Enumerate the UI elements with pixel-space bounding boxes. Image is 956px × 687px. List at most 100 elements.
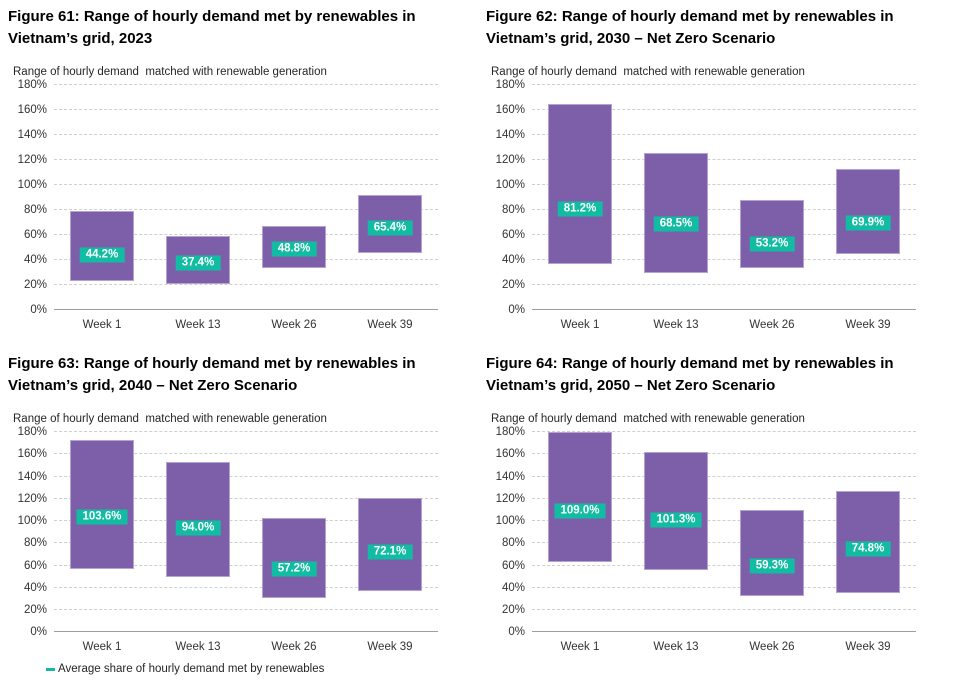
y-tick-label: 60% <box>501 559 525 572</box>
range-bar <box>548 103 612 264</box>
grid-line <box>532 586 916 588</box>
range-bar <box>740 509 804 596</box>
grid-line <box>54 284 438 286</box>
y-tick-label: 160% <box>495 448 525 461</box>
chart-subtitle: Range of hourly demand matched with rene… <box>13 66 327 79</box>
x-tick-label: Week 26 <box>749 641 795 654</box>
average-marker-label: 103.6% <box>76 509 128 525</box>
grid-line <box>532 453 916 455</box>
chart-title: Figure 61: Range of hourly demand met by… <box>8 8 416 48</box>
y-tick-label: 0% <box>508 304 525 317</box>
average-marker-label: 48.8% <box>271 241 317 257</box>
y-tick-label: 80% <box>501 537 525 550</box>
grid-line <box>54 84 438 86</box>
x-tick-label: Week 26 <box>749 319 795 332</box>
y-tick-label: 140% <box>17 129 47 142</box>
range-bar-chart: 0% 20% 40% 60% 80% 100% 120% 140% 160% 180% 44.2% 3… <box>18 79 438 337</box>
average-marker-label: 72.1% <box>367 544 413 560</box>
grid-line <box>532 234 916 236</box>
y-tick-label: 20% <box>23 279 47 292</box>
average-marker-label: 74.8% <box>845 541 891 557</box>
y-tick-label: 120% <box>17 492 47 505</box>
y-tick-label: 20% <box>501 279 525 292</box>
y-tick-label: 160% <box>495 104 525 117</box>
chart-subtitle: Range of hourly demand matched with rene… <box>491 66 805 79</box>
y-tick-label: 120% <box>17 154 47 167</box>
figure-64-panel: Figure 64: Range of hourly demand met by… <box>478 347 956 675</box>
x-axis-line <box>54 631 438 633</box>
grid-line <box>54 259 438 261</box>
y-tick-label: 80% <box>23 204 47 217</box>
average-marker-label: 53.2% <box>749 236 795 252</box>
grid-line <box>532 542 916 544</box>
grid-line <box>54 109 438 111</box>
range-bar <box>70 211 134 282</box>
average-marker-label: 37.4% <box>175 255 221 271</box>
y-tick-label: 60% <box>501 229 525 242</box>
y-tick-label: 40% <box>501 254 525 267</box>
grid-line <box>54 497 438 499</box>
y-tick-label: 180% <box>495 79 525 92</box>
y-tick-label: 100% <box>17 515 47 528</box>
grid-line <box>532 520 916 522</box>
x-tick-label: Week 39 <box>845 641 891 654</box>
y-tick-label: 180% <box>495 426 525 439</box>
range-bar <box>644 152 708 273</box>
range-bar <box>548 432 612 563</box>
y-tick-label: 180% <box>17 79 47 92</box>
grid-line <box>532 184 916 186</box>
y-tick-label: 140% <box>17 470 47 483</box>
y-tick-label: 0% <box>30 626 47 639</box>
x-tick-label: Week 39 <box>367 641 413 654</box>
x-tick-label: Week 13 <box>175 641 221 654</box>
average-marker-label: 44.2% <box>79 247 125 263</box>
average-marker-label: 109.0% <box>554 503 606 519</box>
average-marker-label: 68.5% <box>653 216 699 232</box>
chart-title: Figure 64: Range of hourly demand met by… <box>486 355 894 395</box>
average-marker-label: 94.0% <box>175 520 221 536</box>
range-bar-chart: 0% 20% 40% 60% 80% 100% 120% 140% 160% 180% 109.0%… <box>496 426 916 659</box>
grid-line <box>54 542 438 544</box>
y-tick-label: 160% <box>17 448 47 461</box>
x-axis-labels: Week 1 Week 13 Week 26 Week 39 <box>54 639 438 659</box>
average-legend-dash-icon <box>46 667 55 671</box>
x-tick-label: Week 13 <box>175 319 221 332</box>
chart-subtitle: Range of hourly demand matched with rene… <box>13 413 327 426</box>
y-tick-label: 120% <box>495 154 525 167</box>
legend-label: Average share of hourly demand met by re… <box>58 663 325 676</box>
grid-line <box>532 259 916 261</box>
grid-line <box>532 284 916 286</box>
chart-title: Figure 63: Range of hourly demand met by… <box>8 355 416 395</box>
plot-area: 0% 20% 40% 60% 80% 100% 120% 140% 160% 180% 81.2% 6… <box>496 79 916 316</box>
grid-line <box>532 109 916 111</box>
range-bar <box>740 200 804 268</box>
average-marker-label: 69.9% <box>845 215 891 231</box>
y-tick-label: 60% <box>23 229 47 242</box>
y-tick-label: 160% <box>17 104 47 117</box>
x-tick-label: Week 1 <box>82 641 122 654</box>
y-tick-label: 0% <box>508 626 525 639</box>
y-tick-label: 60% <box>23 559 47 572</box>
plot-area: 0% 20% 40% 60% 80% 100% 120% 140% 160% 180% 44.2% 3… <box>18 79 438 316</box>
chart-title: Figure 62: Range of hourly demand met by… <box>486 8 894 48</box>
plot-area: 0% 20% 40% 60% 80% 100% 120% 140% 160% 180% 103.6%… <box>18 426 438 638</box>
y-tick-label: 40% <box>501 581 525 594</box>
x-tick-label: Week 13 <box>653 641 699 654</box>
grid-line <box>532 134 916 136</box>
grid-line <box>54 475 438 477</box>
grid-line <box>54 520 438 522</box>
x-axis-line <box>532 309 916 311</box>
figure-62-panel: Figure 62: Range of hourly demand met by… <box>478 0 956 337</box>
y-tick-label: 180% <box>17 426 47 439</box>
x-tick-label: Week 39 <box>845 319 891 332</box>
average-marker-label: 57.2% <box>271 561 317 577</box>
grid-line <box>532 431 916 433</box>
x-axis-line <box>532 631 916 633</box>
grid-line <box>532 209 916 211</box>
range-bar <box>836 168 900 254</box>
grid-line <box>54 586 438 588</box>
y-tick-label: 100% <box>495 179 525 192</box>
grid-line <box>54 431 438 433</box>
grid-line <box>532 475 916 477</box>
y-tick-label: 80% <box>501 204 525 217</box>
